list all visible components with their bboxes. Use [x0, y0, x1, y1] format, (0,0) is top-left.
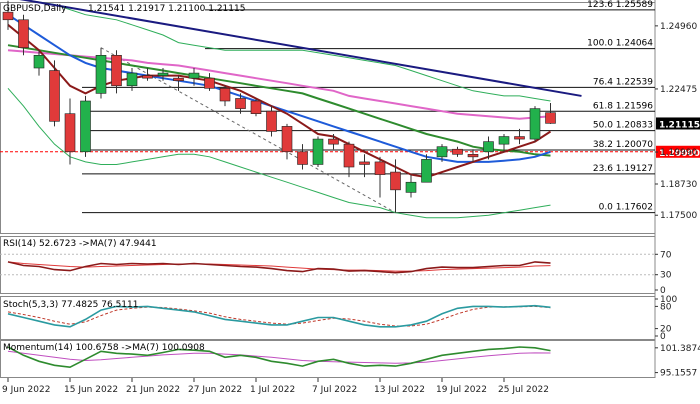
y-tick-label: 1.24960	[660, 22, 697, 32]
indicator-main-line	[7, 261, 551, 274]
candle-bull	[312, 138, 324, 165]
candle-bear	[390, 171, 401, 191]
pane-frame	[0, 2, 656, 234]
y-tick-label: 101.3874	[660, 344, 700, 354]
y-tick-label: 0	[660, 332, 666, 342]
x-tick-label: 13 Jul 2022	[374, 385, 425, 395]
fib-level-label: 100.0 1.24064	[587, 39, 653, 49]
fib-level-label: 38.2 1.20070	[593, 140, 653, 150]
candle-bear	[18, 19, 29, 48]
momentum-title: Momentum(14) 100.6758 ->MA(7) 100.0908	[3, 343, 205, 353]
candle-bear	[545, 112, 556, 124]
candle-bull	[498, 136, 510, 145]
symbol-label: GBPUSD,Daily	[3, 4, 67, 14]
candle-bear	[359, 161, 370, 165]
price-tag-box	[656, 117, 700, 130]
price-tags: 1.21115 1.20000	[656, 117, 700, 159]
candle-bull	[126, 72, 138, 87]
indicator-panes	[0, 253, 655, 369]
candle-bull	[157, 72, 169, 76]
fib-level-label: 50.0 1.20833	[593, 121, 653, 131]
chart-background	[0, 0, 656, 378]
price-tag-box	[656, 145, 700, 158]
fib-level-label: 23.6 1.19127	[593, 164, 653, 174]
y-tick-label: 80	[660, 302, 672, 312]
candle-bull	[80, 100, 91, 153]
y-tick-label: 100	[660, 295, 677, 305]
indicator-signal-line	[7, 350, 551, 364]
candle-bull	[188, 72, 200, 79]
y-tick-label: 20	[660, 325, 672, 335]
y-tick-label: 1.19990	[660, 148, 697, 158]
indicator-main-line	[7, 346, 551, 369]
candle-bear	[514, 136, 525, 140]
candle-bear	[343, 143, 355, 168]
y-tick-label: 1.18730	[660, 180, 697, 190]
candle-bear	[219, 88, 231, 102]
fib-level-label: 61.8 1.21596	[593, 101, 653, 111]
x-tick-label: 7 Jul 2022	[312, 385, 357, 395]
indicator-signal-line	[7, 305, 551, 327]
candle-bear	[281, 126, 293, 153]
candle-bear	[297, 151, 308, 165]
candle-bull	[33, 55, 45, 69]
candle-bear	[173, 77, 184, 81]
candle-bear	[328, 138, 339, 145]
indicator-main-line	[7, 304, 551, 328]
price-tag-label: 1.21115	[659, 120, 700, 130]
ohlc-readout: 1.21541 1.21917 1.21100 1.21115	[88, 4, 245, 14]
candle-bear	[266, 110, 277, 132]
candle-bear	[2, 11, 14, 21]
y-tick-label: 0	[660, 286, 666, 296]
candle-bull	[95, 55, 107, 94]
trend-line	[19, 0, 582, 97]
candlesticks[interactable]	[2, 0, 556, 213]
price-tag-label: 1.20000	[659, 149, 700, 159]
candle-bear	[49, 70, 60, 122]
candle-bear	[467, 154, 479, 158]
candle-bear	[204, 77, 215, 89]
y-tick-label: 95.1557	[660, 369, 697, 379]
bollinger-lower-line	[7, 87, 551, 219]
y-tick-label: 70	[660, 250, 672, 260]
candle-bull	[421, 159, 432, 183]
x-tick-label: 19 Jul 2022	[436, 385, 487, 395]
candle-bull	[405, 181, 417, 193]
rsi-title: RSI(14) 52.6723 ->MA(7) 47.9441	[3, 239, 157, 249]
fib-level-label: 123.6 1.25589	[587, 0, 653, 10]
candle-bear	[235, 98, 246, 109]
y-tick-label: 1.17500	[660, 211, 697, 221]
candle-bull	[436, 146, 448, 158]
y-tick-label: 30	[660, 271, 672, 281]
x-tick-label: 15 Jun 2022	[64, 385, 118, 395]
indicator-signal-line	[7, 261, 551, 272]
candle-bear	[142, 75, 153, 79]
chart-axes: 1.24960 1.22475 1.19990 1.18730 1.17500 70 30 0…	[2, 22, 700, 395]
x-tick-label: 21 Jun 2022	[126, 385, 180, 395]
candle-bull	[483, 141, 494, 153]
x-tick-label: 9 Jun 2022	[2, 385, 50, 395]
bollinger-upper-line	[8, 0, 551, 102]
x-tick-label: 25 Jul 2022	[498, 385, 549, 395]
candle-bear	[64, 113, 76, 153]
candle-bear	[452, 148, 463, 155]
fibonacci-levels: 123.6 1.25589 100.0 1.24064 76.4 1.22539 61…	[0, 0, 655, 214]
candle-bear	[374, 161, 386, 175]
candle-bear	[250, 100, 262, 114]
stoch-title: Stoch(5,3,3) 77.4825 76.5111	[3, 300, 138, 310]
x-tick-label: 1 Jul 2022	[250, 385, 295, 395]
fib-level-label: 76.4 1.22539	[593, 77, 653, 87]
y-tick-label: 1.22475	[660, 85, 697, 95]
candle-bear	[111, 55, 122, 87]
fib-level-label: 0.0 1.17602	[599, 203, 653, 213]
candle-bull	[529, 108, 541, 140]
x-tick-label: 27 Jun 2022	[188, 385, 242, 395]
